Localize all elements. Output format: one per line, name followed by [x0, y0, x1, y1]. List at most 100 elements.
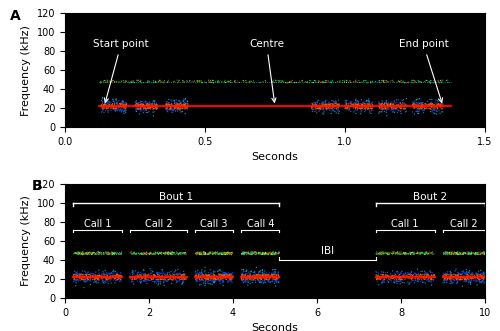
Point — [384, 104, 392, 109]
Point — [387, 78, 395, 83]
Point — [150, 106, 158, 112]
Point — [405, 272, 413, 277]
Point — [476, 274, 484, 279]
Point — [278, 80, 285, 85]
Point — [196, 251, 204, 256]
Point — [89, 250, 97, 255]
Point — [208, 79, 216, 84]
Point — [406, 276, 414, 281]
Point — [388, 251, 396, 256]
Point — [344, 108, 352, 113]
Point — [176, 108, 184, 113]
Point — [428, 276, 436, 282]
Point — [314, 106, 322, 111]
Point — [85, 252, 93, 257]
Point — [174, 104, 182, 110]
Point — [216, 273, 224, 279]
Point — [128, 251, 136, 256]
Point — [153, 102, 161, 108]
Point — [451, 251, 459, 256]
Point — [449, 275, 457, 280]
Point — [379, 104, 387, 109]
Point — [132, 102, 140, 107]
Point — [135, 275, 143, 280]
Point — [246, 277, 254, 282]
Point — [178, 78, 186, 83]
Point — [452, 250, 460, 255]
Point — [164, 251, 172, 256]
Point — [262, 276, 270, 281]
Point — [420, 105, 428, 110]
Point — [180, 102, 188, 108]
Point — [414, 102, 422, 108]
Point — [419, 107, 427, 112]
Point — [392, 274, 400, 279]
Point — [108, 249, 116, 255]
Point — [470, 275, 478, 281]
Point — [114, 276, 122, 281]
Point — [91, 252, 99, 257]
Point — [136, 104, 143, 109]
Point — [136, 280, 144, 285]
Point — [346, 100, 354, 106]
Point — [426, 79, 434, 84]
Point — [346, 103, 354, 109]
Point — [328, 80, 336, 85]
Point — [288, 79, 296, 84]
Point — [467, 250, 475, 255]
Point — [425, 275, 433, 280]
Point — [224, 277, 232, 283]
Point — [245, 279, 253, 284]
Point — [161, 272, 169, 277]
Point — [443, 271, 451, 276]
Point — [238, 251, 246, 256]
Point — [480, 270, 488, 275]
Point — [258, 270, 266, 276]
Point — [145, 101, 153, 106]
Point — [205, 274, 213, 280]
Point — [209, 251, 217, 256]
Point — [260, 276, 268, 281]
Point — [197, 282, 205, 287]
Point — [150, 273, 158, 279]
Point — [260, 275, 268, 280]
Point — [240, 250, 248, 255]
Point — [200, 275, 208, 281]
Point — [74, 277, 82, 282]
Point — [146, 250, 154, 255]
Point — [364, 100, 372, 106]
Point — [256, 274, 264, 280]
Point — [252, 252, 260, 257]
Point — [89, 250, 97, 256]
Point — [72, 251, 80, 256]
Point — [166, 103, 173, 109]
Point — [348, 102, 356, 107]
Point — [163, 102, 171, 108]
Point — [314, 100, 322, 106]
Point — [442, 273, 450, 278]
Point — [116, 270, 124, 275]
Point — [257, 272, 265, 278]
Point — [438, 102, 446, 108]
Point — [373, 270, 381, 275]
Point — [418, 104, 426, 109]
Point — [254, 272, 262, 277]
Point — [468, 275, 476, 281]
Point — [216, 278, 224, 283]
Point — [214, 79, 222, 85]
Point — [389, 250, 397, 256]
Point — [184, 78, 192, 84]
Point — [192, 277, 200, 282]
Point — [244, 273, 252, 279]
Point — [379, 107, 387, 112]
Point — [394, 104, 402, 109]
Point — [254, 250, 262, 255]
Point — [427, 104, 435, 109]
Point — [378, 104, 386, 109]
Point — [206, 267, 214, 272]
Point — [149, 110, 157, 115]
Point — [264, 251, 272, 257]
Point — [272, 274, 280, 279]
Point — [411, 105, 419, 110]
Point — [466, 250, 473, 256]
